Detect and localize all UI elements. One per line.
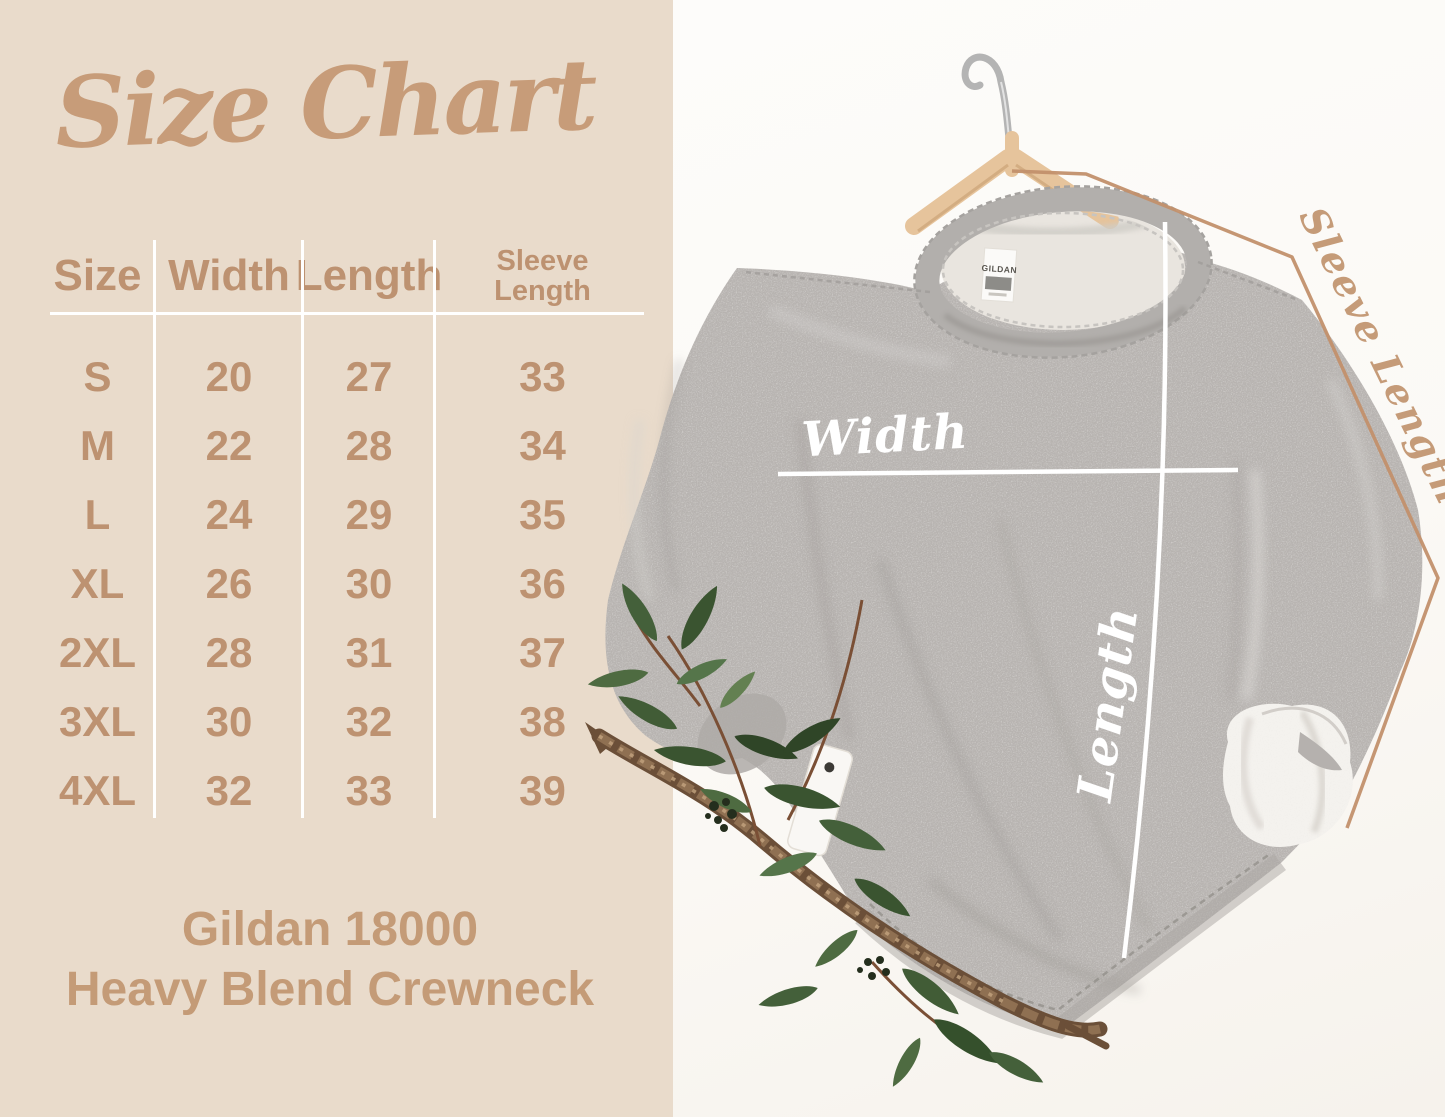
table-header-divider — [50, 312, 644, 315]
hang-tag-eyelet — [824, 762, 835, 773]
col-header-length: Length — [295, 251, 443, 300]
cell-width: 32 — [205, 766, 253, 814]
sleeve-length-line — [1011, 169, 1440, 829]
table-row: M 22 28 34 — [40, 411, 650, 480]
size-chart-panel: Size Chart Size Width Length Sleeve Leng… — [0, 0, 673, 1117]
cell-sleeve: 38 — [519, 697, 566, 745]
table-row: L 24 29 35 — [40, 480, 650, 549]
table-divider — [301, 240, 304, 818]
table-divider — [433, 240, 436, 818]
twig-fork — [1064, 1022, 1110, 1050]
size-table-body: S 20 27 33 M 22 28 34 L 24 29 35 — [40, 312, 650, 825]
neck-tag-text-line — [988, 292, 1007, 297]
cell-sleeve: 37 — [519, 628, 566, 676]
table-row: S 20 27 33 — [40, 342, 650, 411]
cell-length: 28 — [345, 421, 393, 469]
size-table: Size Width Length Sleeve Length S 20 27 … — [40, 240, 650, 825]
cell-length: 30 — [345, 559, 393, 607]
cell-size: S — [83, 352, 112, 400]
branch — [585, 579, 1110, 1091]
width-label: Width — [800, 404, 970, 469]
table-row: 3XL 30 32 38 — [40, 687, 650, 756]
cell-width: 20 — [205, 352, 253, 400]
cell-width: 24 — [205, 490, 253, 538]
cell-sleeve: 34 — [519, 421, 566, 469]
sweatshirt: GILDAN — [605, 185, 1423, 1039]
col-header-sleeve-length: Sleeve Length — [494, 244, 591, 307]
right-cuff — [1223, 703, 1353, 847]
cell-size: 3XL — [58, 697, 137, 745]
cell-length: 33 — [345, 766, 393, 814]
table-row: 4XL 32 33 39 — [40, 756, 650, 825]
product-name: Gildan 18000 Heavy Blend Crewneck — [30, 900, 630, 1020]
cell-length: 27 — [345, 352, 393, 400]
col-header-size: Size — [53, 251, 142, 300]
col-header-width: Width — [168, 251, 290, 300]
berries — [705, 798, 890, 980]
cell-length: 31 — [345, 628, 393, 676]
left-shoulder-seam — [744, 270, 931, 294]
cell-sleeve: 39 — [519, 766, 566, 814]
cell-length: 32 — [345, 697, 393, 745]
neck-tag-size-box — [984, 276, 1012, 291]
cell-length: 29 — [345, 490, 393, 538]
size-table-header: Size Width Length Sleeve Length — [40, 240, 650, 312]
twig-bark — [596, 732, 1101, 1035]
cell-size: M — [80, 421, 115, 469]
table-divider — [153, 240, 156, 818]
hanger-left-arm — [905, 149, 1017, 235]
sleeve-fold-over-cuff — [1298, 732, 1342, 771]
cell-width: 30 — [205, 697, 253, 745]
hanger-hook — [961, 53, 1014, 154]
product-name-line2: Heavy Blend Crewneck — [65, 963, 595, 1016]
heather-texture-dark — [605, 243, 1423, 1031]
cell-sleeve: 36 — [519, 559, 566, 607]
cell-size: XL — [70, 559, 125, 607]
cell-width: 28 — [205, 628, 253, 676]
neck-tag-brand: GILDAN — [981, 263, 1017, 275]
cell-size: 4XL — [58, 766, 137, 814]
cell-sleeve: 33 — [519, 352, 566, 400]
hanger-arm-edge — [917, 163, 1009, 233]
neck-tag: GILDAN — [980, 247, 1017, 303]
cell-width: 26 — [205, 559, 253, 607]
length-line — [1121, 221, 1168, 959]
twig-bark-highlight — [598, 734, 1005, 1004]
collar-shadow — [943, 305, 1188, 347]
cell-size: 2XL — [58, 628, 137, 676]
cell-width: 22 — [205, 421, 253, 469]
cell-size: L — [84, 490, 111, 538]
collar-outer-stitch — [913, 185, 1213, 359]
collar-inner-stitch — [941, 211, 1185, 329]
cell-sleeve: 35 — [519, 490, 566, 538]
product-name-line1: Gildan 18000 — [181, 903, 479, 956]
table-row: 2XL 28 31 37 — [40, 618, 650, 687]
table-row: XL 26 30 36 — [40, 549, 650, 618]
